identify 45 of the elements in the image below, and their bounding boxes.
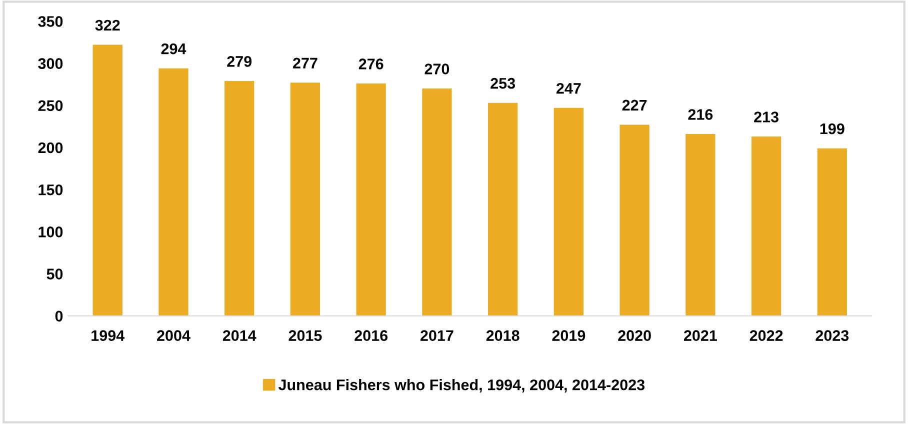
data-label: 216 (688, 109, 713, 120)
y-tick-label: 350 (38, 16, 63, 27)
x-tick-label: 2019 (552, 330, 586, 341)
y-tick-label: 250 (38, 100, 63, 112)
bar (290, 82, 320, 316)
y-tick-label: 0 (55, 310, 63, 322)
y-tick-label: 150 (38, 184, 63, 196)
x-tick-label: 2004 (157, 330, 190, 341)
data-label: 276 (358, 58, 384, 70)
y-tick-label: 300 (38, 58, 63, 70)
data-label: 322 (95, 20, 120, 31)
bar (751, 136, 782, 316)
x-tick-label: 2017 (420, 330, 454, 341)
bar (422, 88, 452, 316)
bar (356, 84, 386, 316)
bar (554, 108, 584, 316)
x-tick-label: 2020 (618, 330, 651, 341)
bar (158, 68, 188, 316)
data-label: 213 (754, 112, 778, 122)
data-label: 247 (556, 82, 581, 94)
legend-label: Juneau Fishers who Fished, 1994, 2004, 2014-2023 (278, 379, 645, 392)
data-label: 227 (622, 100, 647, 110)
bar (686, 134, 716, 316)
x-tick-label: 2022 (750, 330, 783, 341)
x-tick-label: 1994 (92, 330, 125, 341)
bar (620, 124, 650, 316)
data-label: 279 (227, 56, 252, 67)
bar (224, 80, 254, 316)
x-tick-label: 2015 (288, 330, 322, 341)
y-tick-label: 200 (38, 142, 63, 154)
bar (817, 148, 847, 316)
data-label: 270 (424, 64, 450, 74)
data-label: 199 (820, 123, 844, 134)
bar (92, 44, 122, 316)
y-tick-label: 50 (46, 268, 63, 280)
bar (488, 102, 518, 316)
data-label: 253 (490, 78, 516, 89)
x-tick-label: 2014 (222, 330, 256, 341)
data-label: 277 (293, 58, 318, 68)
data-label: 294 (161, 43, 186, 54)
x-tick-label: 2018 (486, 330, 520, 341)
y-tick-label: 100 (38, 226, 63, 238)
x-tick-label: 2023 (816, 330, 849, 342)
x-tick-label: 2016 (354, 330, 388, 341)
x-tick-label: 2021 (684, 330, 717, 341)
